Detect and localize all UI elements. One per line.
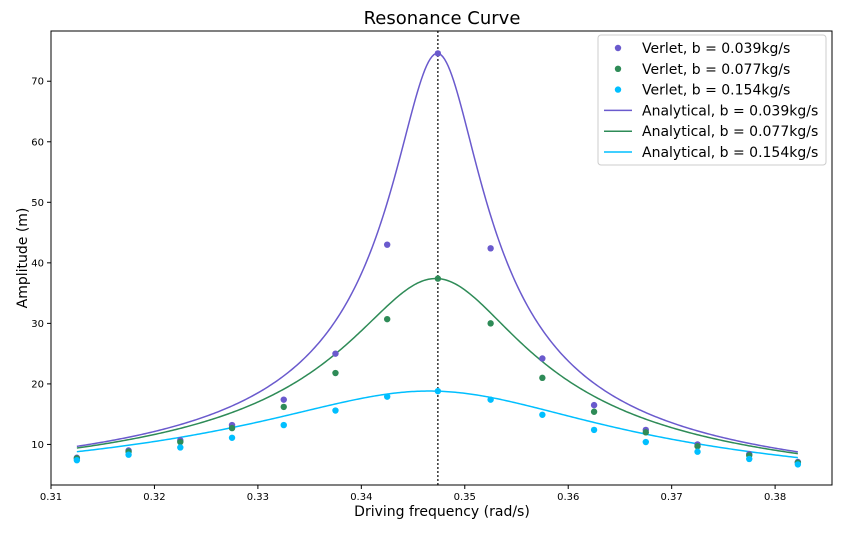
x-tick-label: 0.35	[454, 492, 476, 503]
y-tick-label: 70	[31, 77, 44, 88]
verlet-point-3	[590, 426, 598, 434]
verlet-point-1	[332, 350, 339, 357]
verlet-point-2	[487, 320, 494, 327]
verlet-point-3	[125, 451, 132, 458]
axes-frame	[50, 30, 833, 486]
x-axis-label: Driving frequency (rad/s)	[354, 504, 530, 520]
verlet-point-3	[642, 438, 650, 446]
legend-entry: Analytical, b = 0.154kg/s	[642, 145, 818, 161]
legend-marker	[614, 44, 622, 52]
x-tick-label: 0.36	[557, 492, 579, 503]
verlet-point-1	[383, 241, 391, 248]
verlet-point-3	[746, 455, 753, 463]
y-tick-label: 10	[31, 440, 44, 451]
x-tick-label: 0.33	[247, 492, 269, 503]
verlet-point-2	[177, 438, 184, 446]
x-tick-label: 0.38	[764, 492, 786, 503]
verlet-point-3	[332, 407, 339, 414]
x-tick-label: 0.37	[661, 492, 683, 503]
legend-marker	[614, 86, 622, 93]
verlet-point-2	[694, 443, 701, 450]
verlet-point-1	[487, 245, 494, 252]
x-tick-label: 0.34	[350, 492, 372, 503]
y-axis-label: Amplitude (m)	[15, 208, 31, 309]
legend-entry: Verlet, b = 0.077kg/s	[642, 62, 790, 78]
legend-entry: Analytical, b = 0.039kg/s	[642, 103, 818, 119]
verlet-point-1	[590, 401, 598, 409]
verlet-point-2	[642, 429, 650, 436]
legend-entry: Verlet, b = 0.039kg/s	[642, 41, 790, 57]
verlet-point-3	[794, 461, 802, 468]
verlet-point-2	[539, 374, 546, 382]
chart-title: Resonance Curve	[364, 8, 521, 29]
verlet-point-2	[280, 403, 287, 411]
verlet-point-3	[434, 387, 442, 395]
verlet-point-3	[487, 396, 494, 403]
plot-area: 0.31 0.32 0.33 0.34 0.35 0.36 0.37 0.38 10 20 30 40…	[31, 30, 833, 503]
verlet-point-2	[383, 315, 391, 323]
verlet-point-3	[73, 456, 81, 464]
verlet-point-3	[694, 448, 701, 455]
legend-box	[597, 34, 827, 166]
x-tick-label: 0.31	[40, 492, 62, 503]
legend-marker	[614, 65, 622, 73]
verlet-point-2	[228, 424, 236, 432]
verlet-point-2	[434, 275, 442, 282]
verlet-point-1	[280, 396, 287, 403]
verlet-point-3	[280, 421, 287, 429]
y-tick-label: 40	[31, 258, 44, 269]
legend: Verlet, b = 0.039kg/s Verlet, b = 0.077kg…	[597, 34, 827, 166]
verlet-point-3	[177, 444, 184, 451]
verlet-point-3	[539, 411, 546, 418]
legend-entry: Verlet, b = 0.154kg/s	[642, 83, 790, 99]
y-tick-label: 30	[31, 319, 44, 330]
verlet-point-2	[590, 408, 598, 415]
y-tick-label: 20	[31, 379, 44, 390]
verlet-point-3	[228, 434, 236, 441]
x-tick-label: 0.32	[143, 492, 165, 503]
y-tick-label: 50	[31, 198, 44, 209]
y-tick-label: 60	[31, 137, 44, 148]
verlet-point-3	[383, 393, 391, 400]
verlet-point-1	[539, 355, 546, 362]
legend-entry: Analytical, b = 0.077kg/s	[642, 124, 818, 140]
verlet-point-2	[332, 369, 339, 377]
verlet-point-1	[434, 50, 442, 57]
